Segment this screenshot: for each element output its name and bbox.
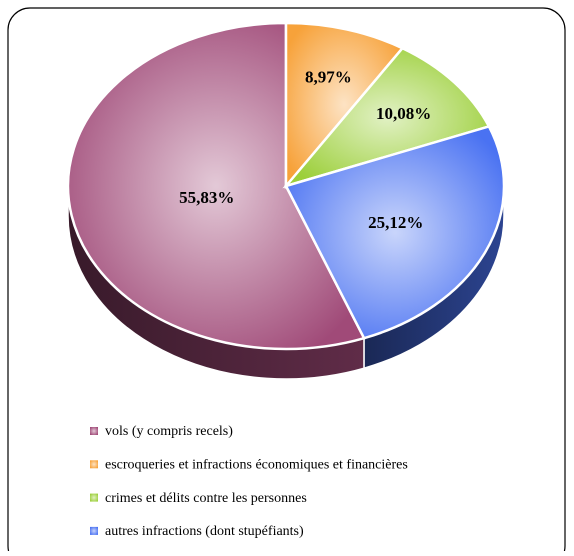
legend-swatch (90, 460, 98, 469)
data-label: 55,83% (179, 188, 234, 207)
legend-label: escroqueries et infractions économiques … (105, 458, 408, 473)
legend-label: autres infractions (dont stupéfiants) (105, 524, 304, 539)
legend-swatch (90, 493, 98, 502)
data-label: 8,97% (305, 67, 352, 86)
legend-label: vols (y compris recels) (105, 424, 233, 439)
pie-slice (284, 124, 506, 340)
pie-slice (66, 21, 366, 351)
data-label: 25,12% (368, 213, 423, 232)
legend-swatch (90, 526, 98, 535)
data-label: 10,08% (376, 104, 431, 123)
legend-swatch (90, 427, 98, 435)
pie-slice (284, 21, 405, 190)
pie-slice (282, 46, 491, 189)
legend-label: crimes et délits contre les personnes (105, 491, 307, 506)
